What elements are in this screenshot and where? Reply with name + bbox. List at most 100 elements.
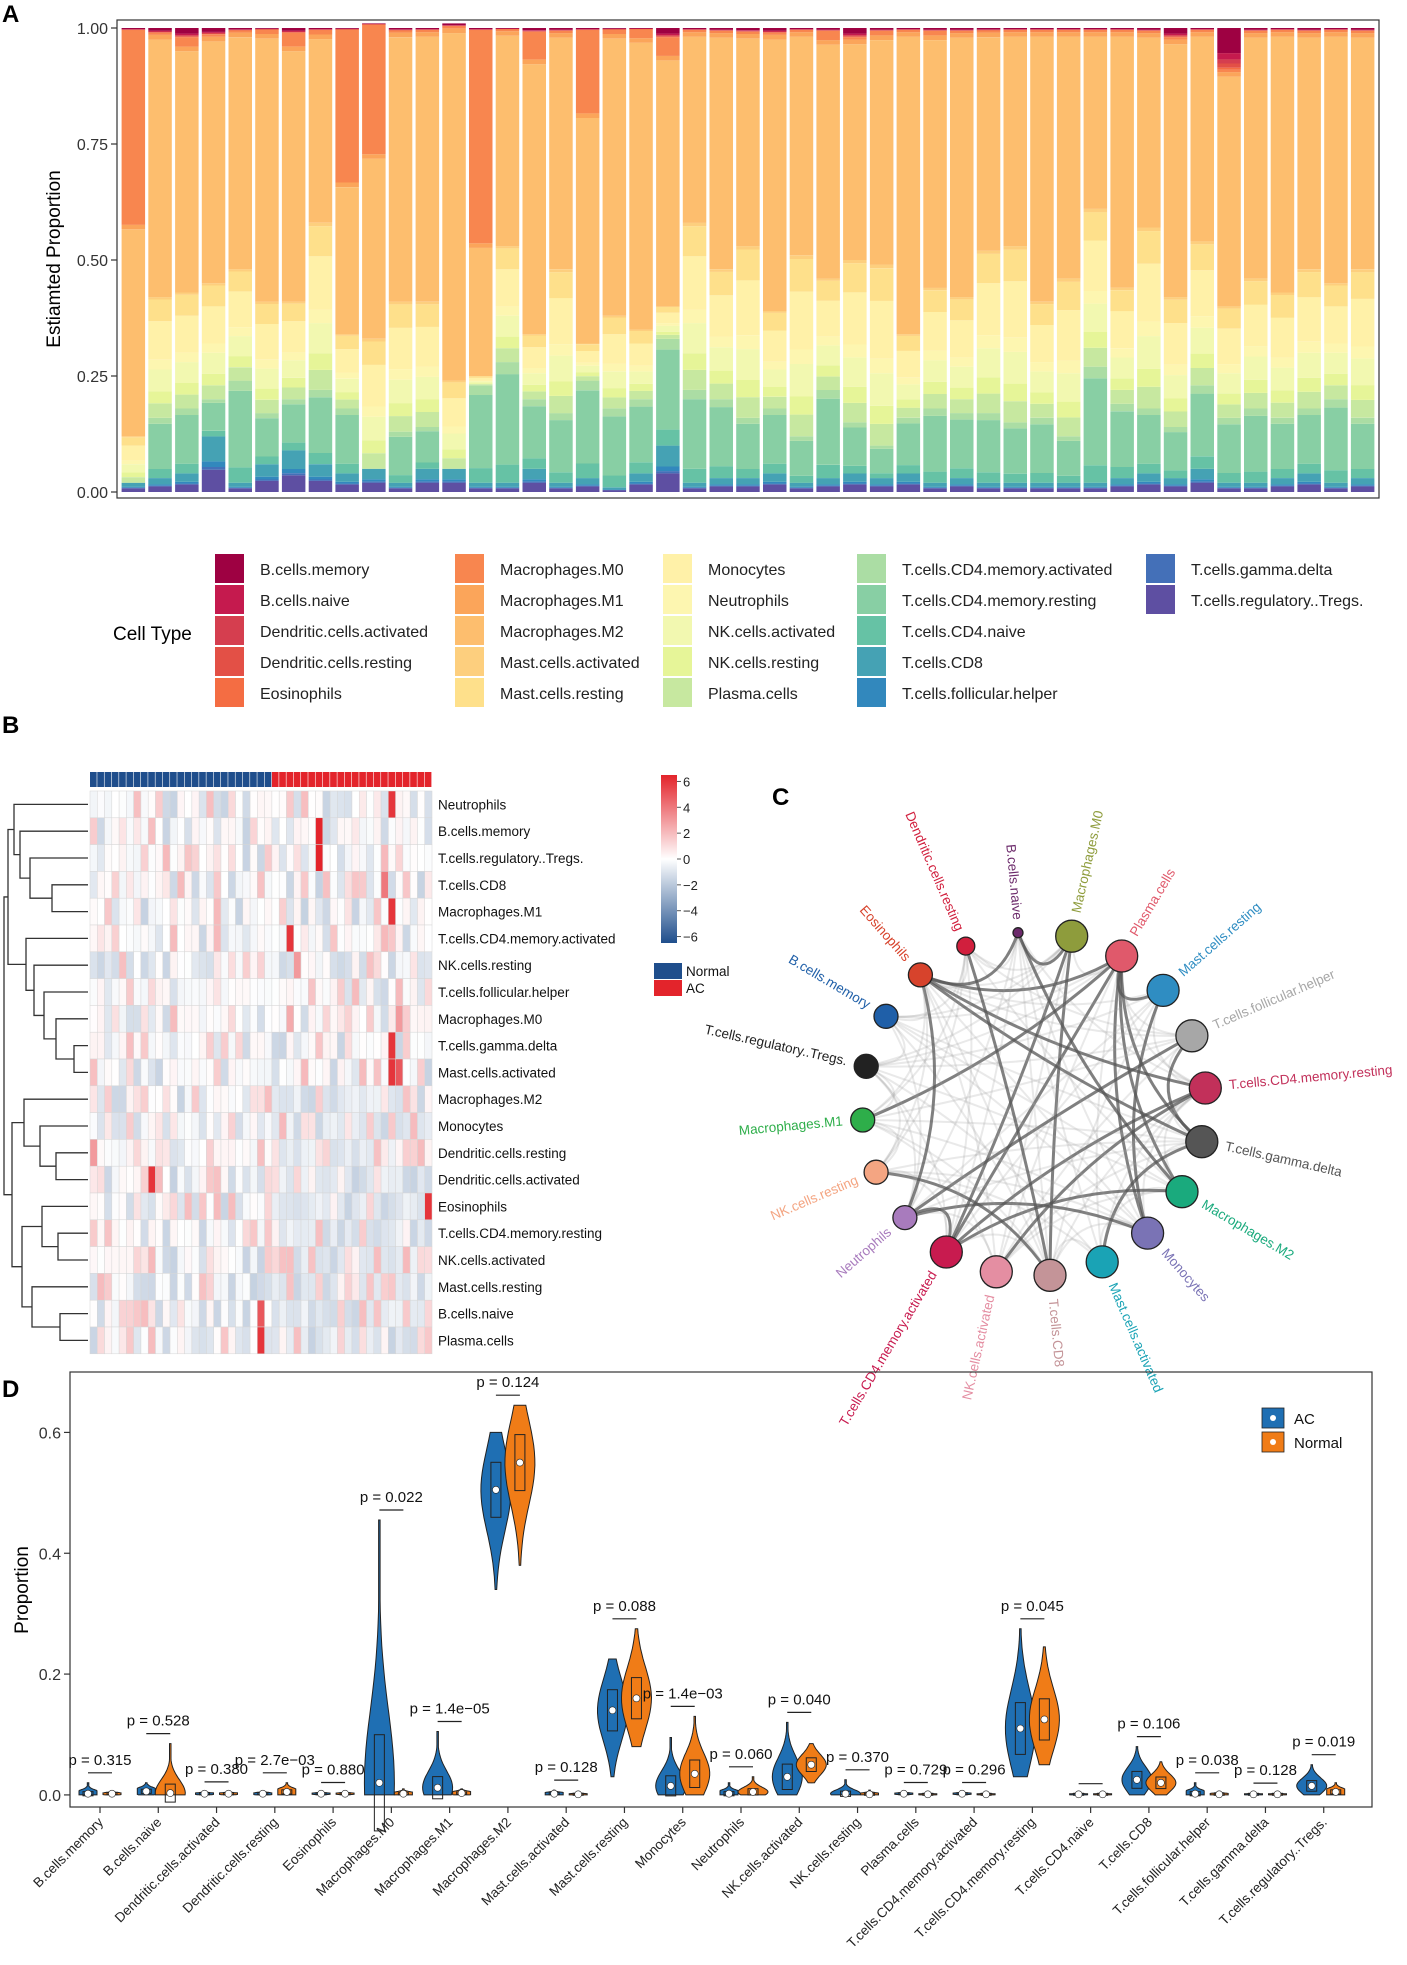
heatmap-cell <box>213 1058 222 1087</box>
heatmap-cell <box>329 1299 338 1328</box>
bar-segment-b-cells-memory-sample-27 <box>816 28 840 30</box>
heatmap-cell <box>322 1192 331 1221</box>
bar-segment-t-cells-gamma-delta-sample-46 <box>1324 487 1348 489</box>
bar-segment-nk-cells-resting-sample-1 <box>121 472 146 478</box>
heatmap-cell <box>133 1299 142 1328</box>
heatmap-cell <box>140 1192 149 1221</box>
heatmap-cell <box>264 871 273 899</box>
boxplot-normal-nk-cells-activated <box>805 1757 817 1773</box>
bar-segment-nk-cells-resting-sample-5 <box>228 356 252 368</box>
bar-segment-macrophages-m0-sample-45 <box>1297 30 1321 34</box>
bar-segment-nk-cells-activated-sample-43 <box>1244 356 1268 380</box>
bar-segment-monocytes-sample-18 <box>575 350 600 363</box>
bar-segment-nk-cells-activated-sample-2 <box>148 369 172 392</box>
heatmap-cell <box>191 1112 200 1140</box>
bar-segment-b-cells-memory-sample-9 <box>335 28 359 29</box>
bar-segment-monocytes-sample-30 <box>896 350 921 378</box>
bar-segment-plasma-cells-sample-20 <box>629 390 653 400</box>
heatmap-cell <box>220 1219 229 1247</box>
bar-segment-t-cells-gamma-delta-sample-40 <box>1163 485 1188 487</box>
bar-segment-t-cells-cd4-memory-activated-sample-11 <box>388 431 413 437</box>
bar-segment-t-cells-cd4-naive-sample-21 <box>656 429 680 446</box>
heatmap-cell <box>191 790 200 819</box>
network-label-b-cells-naive: B.cells.naive <box>1003 844 1025 921</box>
bar-segment-mast-cells-resting-sample-42 <box>1217 308 1241 329</box>
bar-segment-macrophages-m2-sample-39 <box>1137 37 1161 228</box>
bar-segment-monocytes-sample-14 <box>469 377 493 381</box>
heatmap-cell <box>388 1139 396 1167</box>
heatmap-cell <box>228 1246 236 1274</box>
bar-segment-plasma-cells-sample-45 <box>1297 391 1321 409</box>
heatmap-cell <box>380 1112 389 1140</box>
heatmap-cell <box>213 1031 222 1060</box>
dendrogram-branch <box>23 1098 88 1147</box>
bar-segment-t-cells-cd4-naive-sample-8 <box>308 453 333 465</box>
legend-swatch-t-cells-cd4-memory-activated <box>857 554 886 583</box>
bar-segment-macrophages-m0-sample-15 <box>495 28 520 32</box>
bar-segment-t-cells-follicular-helper-sample-45 <box>1297 481 1321 484</box>
heatmap-cell <box>409 1165 418 1194</box>
bar-segment-t-cells-regulatory-tregs-sample-17 <box>549 488 573 492</box>
panel-d-violin-plot: Proportion 0.00.20.40.6 p = 0.315B.cells… <box>12 1371 1373 1951</box>
bar-segment-t-cells-cd8-sample-16 <box>522 468 546 480</box>
bar-segment-t-cells-cd4-naive-sample-9 <box>335 463 359 474</box>
heatmap-cell <box>126 1165 134 1194</box>
bar-segment-t-cells-gamma-delta-sample-17 <box>549 487 573 489</box>
heatmap-cell <box>388 1031 396 1060</box>
heatmap-cell <box>409 1219 418 1247</box>
heatmap-cell <box>402 1005 411 1033</box>
heatmap-cell <box>97 1165 105 1194</box>
heatmap-cell <box>206 1219 214 1247</box>
panel-d-y-axis-title: Proportion <box>12 1546 33 1634</box>
median-point-ac-macrophages-m2 <box>492 1486 500 1494</box>
heatmap-cell <box>242 1112 251 1140</box>
heatmap-cell <box>249 1165 258 1194</box>
bar-segment-mast-cells-activated-sample-36 <box>1056 278 1081 282</box>
heatmap-cell <box>366 1031 375 1060</box>
bar-segment-nk-cells-activated-sample-42 <box>1217 373 1241 394</box>
heatmap-cell <box>293 1165 302 1194</box>
heatmap-cell <box>286 1192 295 1221</box>
bar-segment-macrophages-m2-sample-2 <box>148 39 172 298</box>
heatmap-cell <box>220 897 229 926</box>
bar-segment-plasma-cells-sample-47 <box>1350 399 1375 418</box>
legend-label-nk-cells-activated: NK.cells.activated <box>708 624 835 641</box>
network-node-nk-cells-activated <box>979 1255 1013 1289</box>
heatmap-cell <box>300 871 309 899</box>
heatmap-cell <box>424 1031 433 1060</box>
heatmap-cell <box>235 1273 244 1301</box>
bar-segment-macrophages-m2-sample-47 <box>1350 37 1375 270</box>
heatmap-cell <box>169 978 178 1006</box>
heatmap-cell <box>264 1031 273 1060</box>
heatmap-cell <box>271 1246 280 1274</box>
legend-swatch-t-cells-follicular-helper <box>857 678 886 707</box>
heatmap-cell <box>278 1326 287 1355</box>
median-point-normal-t-cells-gamma-delta <box>1273 1790 1282 1799</box>
heatmap-cell <box>220 1085 229 1113</box>
bar-segment-mast-cells-resting-sample-37 <box>1083 212 1108 241</box>
median-point-normal-dendritic-cells-activated <box>224 1789 233 1798</box>
heatmap-cell <box>133 1112 142 1140</box>
bar-segment-t-cells-cd4-naive-sample-11 <box>388 475 413 483</box>
bar-segment-nk-cells-resting-sample-36 <box>1056 401 1081 418</box>
bar-segment-mast-cells-resting-sample-22 <box>682 226 707 257</box>
bar-segment-t-cells-cd4-naive-sample-28 <box>843 465 867 474</box>
heatmap-cell <box>104 1165 113 1194</box>
bar-segment-macrophages-m2-sample-16 <box>522 64 546 335</box>
bar-segment-macrophages-m0-sample-40 <box>1163 37 1188 40</box>
annotation-normal-sample-20 <box>228 772 235 787</box>
bar-segment-nk-cells-resting-sample-11 <box>388 403 413 417</box>
bar-segment-nk-cells-resting-sample-30 <box>896 399 921 408</box>
heatmap-cell <box>220 844 229 872</box>
bar-segment-mast-cells-resting-sample-21 <box>656 307 680 313</box>
bar-segment-b-cells-naive-sample-7 <box>281 30 306 32</box>
heatmap-cell <box>140 951 149 979</box>
network-node-b-cells-naive <box>1012 927 1024 939</box>
bar-segment-t-cells-cd4-memory-activated-sample-41 <box>1190 385 1214 394</box>
heatmap-row-label-t-cells-cd8: T.cells.CD8 <box>438 878 506 893</box>
bar-segment-plasma-cells-sample-28 <box>843 402 867 423</box>
bar-segment-monocytes-sample-12 <box>415 326 440 367</box>
heatmap-cell <box>111 1031 120 1060</box>
heatmap-cell <box>169 1192 178 1221</box>
network-node-mast-cells-resting <box>1146 973 1180 1008</box>
